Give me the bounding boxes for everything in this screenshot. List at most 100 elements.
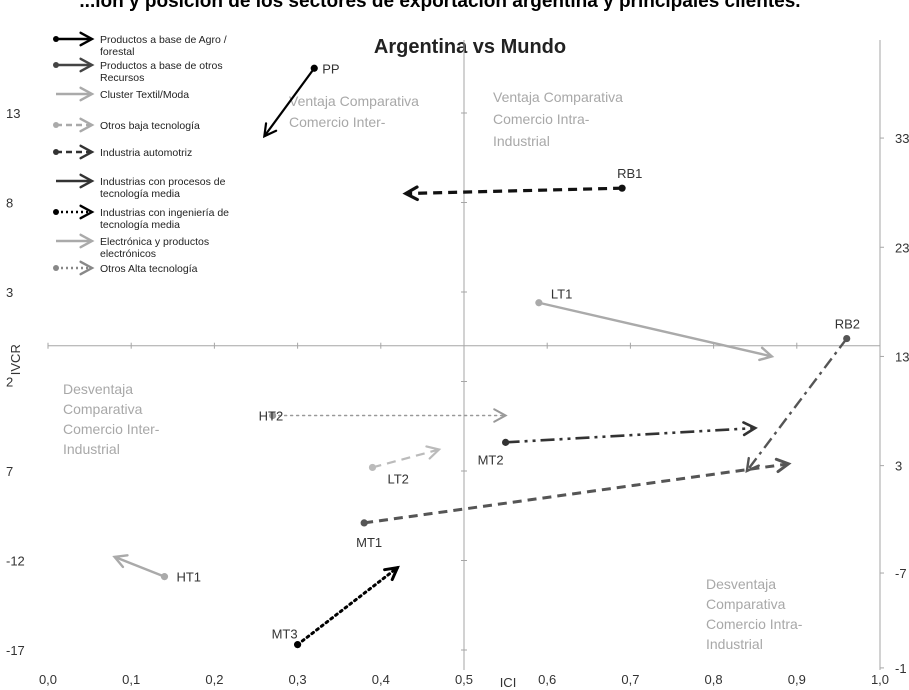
- y-tick-label-left: -12: [6, 554, 25, 569]
- legend-marker: [53, 209, 59, 215]
- legend-marker: [53, 122, 59, 128]
- legend-label: Productos a base de Agro /: [100, 34, 227, 46]
- x-tick-label: 0,3: [289, 672, 307, 687]
- legend-arrow-head: [79, 260, 95, 276]
- y-tick-label-right: 33: [895, 131, 909, 146]
- legend-entry: Otros Alta tecnología: [53, 260, 198, 276]
- x-axis-label: ICI: [500, 675, 517, 690]
- x-tick-label: 1,0: [871, 672, 889, 687]
- series-arrow-head: [774, 457, 792, 474]
- legend-label: Otros baja tecnología: [100, 120, 200, 132]
- y-tick-label-left: -17: [6, 643, 25, 658]
- series-start-point: [368, 463, 377, 472]
- series-mt2: MT2: [478, 421, 758, 467]
- series-arrow-head: [742, 421, 758, 437]
- legend-marker: [53, 36, 59, 42]
- q-bottom-right-label: Comparativa: [706, 596, 786, 612]
- q-bottom-right-label: Desventaja: [706, 576, 776, 592]
- series-arrow-head: [112, 554, 129, 569]
- series-label: HT2: [259, 409, 284, 424]
- legend-arrow-head: [79, 117, 95, 133]
- y-tick-label-right: -7: [895, 566, 907, 581]
- x-tick-label: 0,0: [39, 672, 57, 687]
- legend-arrow-head: [79, 86, 95, 102]
- legend-label: electrónicos: [100, 248, 156, 260]
- legend-entry: Cluster Textil/Moda: [56, 86, 189, 102]
- legend-label: Electrónica y productos: [100, 236, 209, 248]
- legend-marker: [53, 62, 59, 68]
- q-bottom-right-label: Comercio Intra-: [706, 616, 803, 632]
- x-tick-label: 0,2: [205, 672, 223, 687]
- series-rb1: RB1: [402, 166, 642, 202]
- series-arrow-head: [758, 346, 775, 362]
- series-label: LT2: [387, 471, 408, 486]
- x-tick-label: 0,6: [538, 672, 556, 687]
- q-top-left-label: Comercio Inter-: [289, 114, 386, 130]
- legend-arrow-head: [79, 31, 95, 47]
- y-tick-label-left: 8: [6, 196, 13, 211]
- series-start-point: [843, 334, 851, 343]
- legend-label: Productos a base de otros: [100, 60, 223, 72]
- series-start-point: [535, 299, 543, 307]
- y-tick-label-right: 13: [895, 349, 909, 364]
- chart-axes: 0,0 0,1 0,2 0,3 0,4 0,5 0,6 0,7 0,8 0,9 1,0 13 8 3 2 7 -…: [6, 40, 909, 690]
- series-line: [538, 301, 773, 358]
- y-tick-label-right: 23: [895, 240, 909, 255]
- q-bottom-left-label: Desventaja: [63, 381, 133, 397]
- legend-arrow-head: [79, 204, 95, 220]
- series-label: RB1: [617, 166, 642, 181]
- legend-entry: Industria automotriz: [53, 144, 192, 160]
- series-start-point: [310, 64, 318, 72]
- series-label: MT3: [272, 627, 298, 642]
- series-arrow-head: [262, 122, 278, 139]
- series-label: RB2: [835, 317, 860, 332]
- legend-label: tecnología media: [100, 219, 180, 231]
- q-top-right-label: Ventaja Comparativa: [493, 89, 623, 105]
- series-pp: PP: [262, 61, 340, 139]
- series-line: [505, 426, 756, 444]
- quadrant-labels: Ventaja Comparativa Comercio Inter- Ventaj…: [63, 89, 803, 652]
- x-tick-label: 0,4: [372, 672, 390, 687]
- series-rb2: RB2: [745, 317, 860, 473]
- x-tick-label: 0,7: [621, 672, 639, 687]
- q-bottom-left-label: Industrial: [63, 441, 120, 457]
- series-line: [363, 462, 789, 525]
- y-tick-label-left: 3: [6, 285, 13, 300]
- series-line: [405, 186, 623, 196]
- series-start-point: [618, 184, 626, 192]
- chart-legend: Productos a base de Agro /forestalProduc…: [53, 31, 229, 276]
- series-start-point: [502, 438, 510, 446]
- legend-label: Otros Alta tecnología: [100, 263, 198, 275]
- chart-title: Argentina vs Mundo: [374, 36, 566, 58]
- x-tick-label: 0,1: [122, 672, 140, 687]
- x-tick-label: 0,8: [705, 672, 723, 687]
- header-partial-text: ...ión y posición de los sectores de exp…: [79, 0, 800, 12]
- y-tick-label-left: 2: [6, 375, 13, 390]
- chart-series: PP RB1 LT1 RB2 HT2 MT2 LT2 MT1 HT1 MT3: [112, 61, 860, 649]
- series-label: PP: [322, 61, 339, 76]
- y-tick-label-right: 3: [895, 459, 902, 474]
- y-tick-label-left: 13: [6, 106, 20, 121]
- series-lt1: LT1: [535, 287, 775, 362]
- legend-label: tecnología media: [100, 188, 180, 200]
- x-tick-label: 0,5: [455, 672, 473, 687]
- q-bottom-left-label: Comercio Inter-: [63, 421, 160, 437]
- series-start-point: [294, 641, 302, 649]
- legend-entry: Otros baja tecnología: [53, 117, 200, 133]
- legend-label: Cluster Textil/Moda: [100, 89, 189, 101]
- x-tick-label: 0,9: [788, 672, 806, 687]
- series-label: MT2: [478, 452, 504, 467]
- legend-arrow-head: [79, 57, 95, 73]
- series-label: LT1: [551, 287, 572, 302]
- series-start-point: [269, 411, 277, 420]
- q-bottom-right-label: Industrial: [706, 636, 763, 652]
- q-top-left-label: Ventaja Comparativa: [289, 93, 419, 109]
- y-axis-label: IVCR: [8, 344, 23, 375]
- y-tick-label-right: -1: [895, 661, 907, 676]
- series-start-point: [160, 573, 169, 581]
- series-arrow-head: [425, 445, 442, 460]
- legend-marker: [53, 265, 59, 271]
